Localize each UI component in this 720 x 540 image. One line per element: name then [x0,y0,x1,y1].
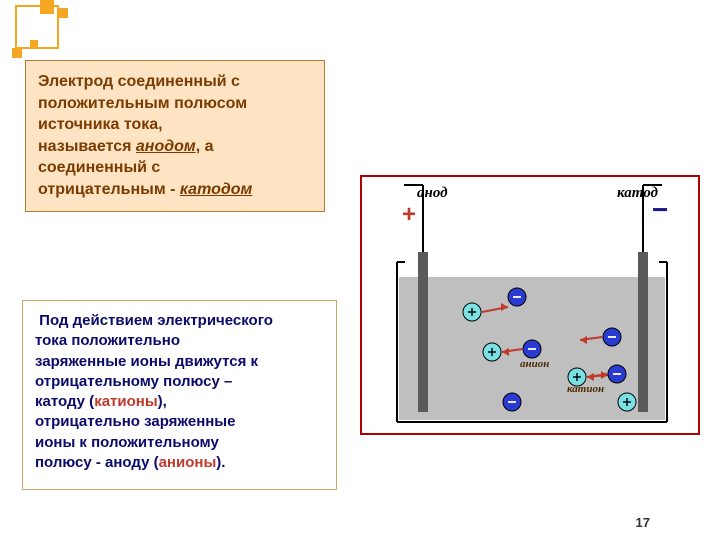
page-number: 17 [636,515,650,530]
text: , а [196,138,214,155]
diagram-svg: анодкатод+−анионкатион [362,177,698,433]
text: называется [38,138,136,155]
svg-text:−: − [652,194,668,225]
term-anion: анионы [159,454,217,471]
text: Электрод соединенный с [38,73,240,90]
text: катоду ( [35,393,94,410]
term-katod: катодом [180,181,253,198]
corner-deco-sq [58,8,68,18]
corner-deco-sq [12,48,22,58]
text: соединенный с [38,159,160,176]
slide: Электрод соединенный с положительным пол… [0,0,720,540]
corner-deco-sq [40,0,54,14]
text: полюсу - аноду ( [35,454,159,471]
text: отрицательным - [38,181,180,198]
svg-text:+: + [402,201,416,228]
svg-text:анод: анод [417,185,448,201]
text: ионы к положительному [35,434,219,451]
term-kation: катионы [94,393,157,410]
term-anod: анодом [136,138,196,155]
text: отрицательному полюсу – [35,373,232,390]
text: тока положительно [35,332,180,349]
corner-deco-sq [30,40,38,48]
electrolysis-diagram: анодкатод+−анионкатион [360,175,700,435]
explanation-box: Под действием электрического тока положи… [22,300,337,490]
text: ). [216,454,225,471]
text: ), [158,393,167,410]
text: отрицательно заряженные [35,413,235,430]
text: источника тока, [38,116,163,133]
svg-text:анион: анион [520,358,549,370]
text: заряженные ионы движутся к [35,353,258,370]
text: Под действием электрического [39,312,273,329]
text: положительным полюсом [38,95,247,112]
svg-text:катион: катион [567,383,604,395]
definition-box: Электрод соединенный с положительным пол… [25,60,325,212]
